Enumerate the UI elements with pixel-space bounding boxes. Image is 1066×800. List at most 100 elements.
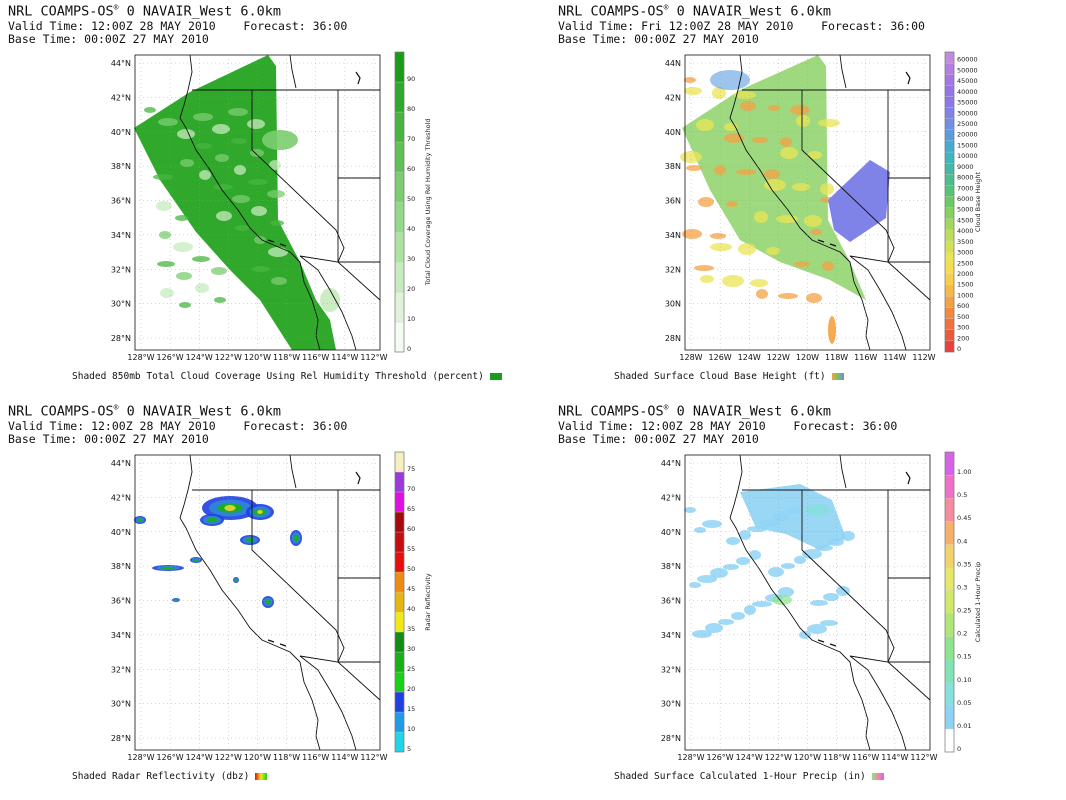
shaded-field: [736, 169, 756, 175]
colorbar-swatch: [394, 651, 405, 673]
y-tick-label: 36°N: [111, 197, 131, 206]
base-time: Base Time: 00:00Z 27 MAY 2010: [558, 31, 759, 46]
y-tick-label: 42N: [665, 93, 681, 102]
valid-time: Valid Time: Fri 12:00Z 28 MAY 2010 Forec…: [558, 18, 925, 33]
colorbar-swatch: [944, 498, 955, 522]
shaded-field: [195, 283, 209, 293]
forecast-map: 28°N 30°N 32°N 34°N 36°N 38°N 40°N 42°N 44°N 128°…: [111, 51, 432, 362]
shaded-field: [794, 261, 810, 267]
colorbar-tick-label: 60000: [957, 56, 978, 64]
shaded-field: [810, 600, 828, 606]
colorbar-swatch: [394, 531, 405, 553]
shaded-field: [251, 206, 267, 216]
y-tick-label: 36°N: [661, 597, 681, 606]
x-tick-label: 122°W: [215, 753, 242, 762]
colorbar-swatch: [944, 705, 955, 730]
colorbar-tick-label: 4500: [957, 216, 974, 224]
shaded-field: [682, 229, 702, 239]
x-tick-label: 126°W: [157, 353, 184, 362]
y-tick-label: 42°N: [111, 93, 131, 102]
shaded-field: [252, 266, 270, 272]
shaded-field: [776, 215, 798, 223]
panel-cloud-cover: NRL COAMPS-OS® 0 NAVAIR_West 6.0km Valid …: [0, 0, 533, 400]
colorbar-tick-label: 40: [407, 225, 415, 233]
map-axes: 28°N 30°N 32°N 34°N 36°N 38°N 40°N 42°N 44°N 128°…: [111, 454, 388, 762]
shaded-field: [176, 272, 192, 280]
colorbar-tick-label: 75: [407, 465, 415, 473]
colorbar-swatch: [944, 590, 955, 614]
x-tick-label: 114W: [883, 353, 906, 362]
base-time: Base Time: 00:00Z 27 MAY 2010: [8, 431, 209, 446]
colorbar-tick-label: 0.3: [957, 583, 967, 591]
colorbar-tick-label: 0.5: [957, 491, 967, 499]
caption-color-chip: [255, 773, 268, 780]
y-tick-label: 44N: [665, 59, 681, 68]
colorbar-swatch: [394, 141, 405, 173]
shaded-field: [760, 519, 778, 527]
shaded-field: [144, 107, 156, 113]
colorbar-swatch: [394, 171, 405, 203]
shaded-field: [705, 623, 723, 633]
colorbar-tick-label: 30: [407, 645, 415, 653]
shaded-field: [216, 211, 232, 221]
colorbar-tick-label: 7000: [957, 184, 974, 192]
x-tick-label: 116°W: [302, 353, 329, 362]
x-tick-label: 116°W: [852, 753, 879, 762]
shaded-field: [192, 256, 210, 262]
colorbar-tick-label: 3500: [957, 238, 974, 246]
y-tick-label: 34°N: [661, 631, 681, 640]
shaded-field: [710, 243, 732, 251]
map-axes: 28°N 30°N 32°N 34°N 36°N 38°N 40°N 42°N 44°N 128°…: [661, 454, 938, 762]
colorbar-tick-label: 35000: [957, 99, 978, 107]
colorbar-tick-label: 2500: [957, 259, 974, 267]
shaded-field: [804, 215, 822, 227]
shaded-field: [794, 556, 806, 564]
colorbar-swatch: [944, 118, 955, 130]
colorbar-swatch: [394, 81, 405, 113]
shaded-field: [828, 316, 836, 344]
y-tick-label: 38°N: [111, 562, 131, 571]
shaded-field: [157, 261, 175, 267]
shaded-field: [270, 220, 284, 226]
model-title: NRL COAMPS-OS® 0 NAVAIR_West 6.0km: [8, 403, 282, 420]
shaded-field: [754, 211, 768, 223]
y-tick-label: 40°N: [661, 528, 681, 537]
colorbar-swatch: [394, 111, 405, 143]
shaded-field: [740, 101, 756, 111]
shaded-field: [293, 534, 299, 542]
panel-precip: NRL COAMPS-OS® 0 NAVAIR_West 6.0km Valid …: [550, 400, 1066, 800]
colorbar-swatch: [944, 659, 955, 683]
field-caption: Shaded Surface Calculated 1-Hour Precip …: [614, 771, 884, 782]
shaded-field: [234, 578, 238, 582]
shaded-field: [766, 247, 780, 255]
shaded-field: [160, 288, 174, 298]
colorbar-swatch: [944, 129, 955, 142]
x-tick-label: 118W: [825, 353, 848, 362]
shaded-field: [694, 265, 714, 271]
shaded-field: [228, 108, 248, 116]
shaded-field: [780, 147, 798, 159]
colorbar-swatch: [394, 671, 405, 693]
colorbar-title: Radar Reflectivity: [424, 573, 432, 631]
x-tick-label: 128°W: [127, 753, 154, 762]
shaded-field: [734, 91, 756, 99]
shaded-field: [215, 154, 229, 162]
colorbar-tick-label: 65: [407, 505, 415, 513]
x-tick-label: 122°W: [765, 753, 792, 762]
colorbar-swatch: [944, 318, 955, 330]
colorbar-tick-label: 2000: [957, 270, 974, 278]
shaded-field: [780, 137, 792, 147]
colorbar-tick-label: 80: [407, 105, 415, 113]
shaded-field: [696, 119, 714, 131]
shaded-field: [257, 510, 263, 514]
forecast-map: 28°N 30°N 32°N 34°N 36°N 38°N 40°N 42°N 44°N 128°…: [111, 451, 432, 762]
colorbar-swatch: [944, 218, 955, 230]
colorbar-swatch: [944, 636, 955, 660]
colorbar-tick-label: 5000: [957, 206, 974, 214]
shaded-field: [815, 545, 833, 551]
colorbar-swatch: [944, 85, 955, 97]
shaded-field: [199, 170, 211, 180]
colorbar-tick-label: 0: [957, 745, 961, 753]
x-tick-label: 120°W: [794, 753, 821, 762]
x-tick-label: 114°W: [331, 753, 358, 762]
